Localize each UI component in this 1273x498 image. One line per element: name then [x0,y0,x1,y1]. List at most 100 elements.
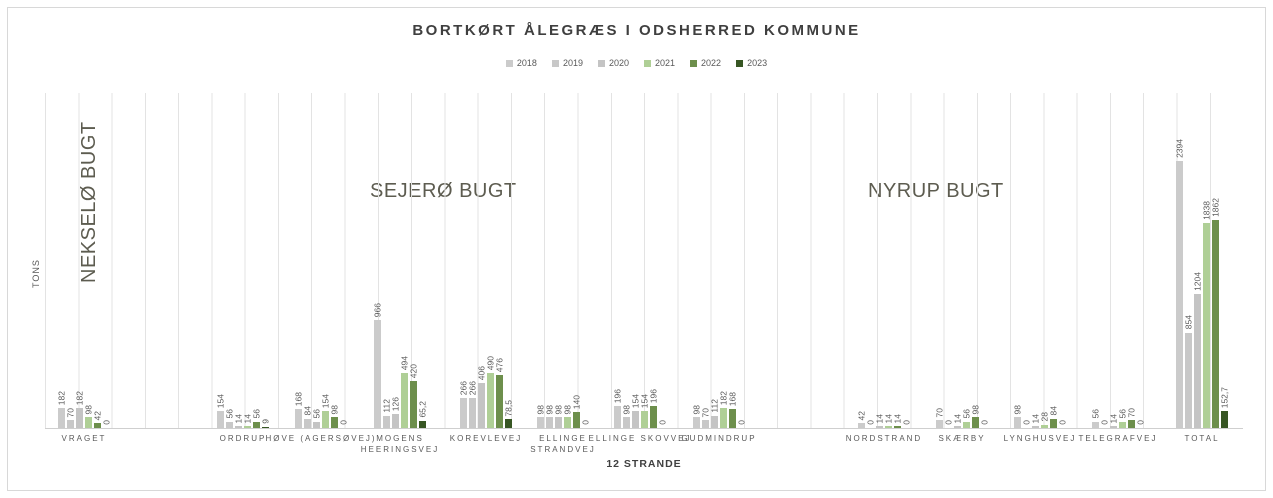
legend-label: 2018 [516,58,537,68]
bar-value-label-korevlevej-2019: 266 [467,381,477,396]
bar-group-ordrup: 154 56 14 14 56 9 [215,93,270,428]
bar-value-label-ordrup-2023: 9 [260,419,270,424]
category-label-mogens-heeringsvej: MOGENS HEERINGSVEJ [360,434,440,454]
bar-korevlevej-2023 [505,419,512,428]
bar-lynghusvej-2022 [1050,418,1057,428]
bar-lynghusvej-2018 [1014,417,1021,428]
bar-ellinge-skovvej-2021 [641,410,648,428]
bar-value-label-ellinge-skovvej-2018: 196 [612,388,622,404]
bar-value-label-mogens-heeringsvej-2022: 420 [408,363,418,379]
bar-value-label-sk-rby-2022: 98 [970,404,980,415]
legend-item-2020: 2020 [597,58,629,68]
bar-vraget-2021 [85,417,92,428]
bar-korevlevej-2019 [469,398,476,428]
category-label-telegrafvej: TELEGRAFVEJ [1078,434,1158,443]
bar-group-vraget: 182 70 182 98 42 0 [56,93,111,428]
legend-item-2019: 2019 [551,58,583,68]
legend-swatch-2023 [736,59,744,67]
bar-ellinge-skovvej-2018 [614,406,621,428]
bar-value-label-ellinge-strandvej-2022: 140 [571,395,581,410]
bar-nordstrand-2020 [876,426,883,428]
bar-mogens-heeringsvej-2021 [401,372,408,428]
bar-value-label-lynghusvej-2023: 0 [1057,420,1067,425]
bar-value-label-total-2022: 1862 [1210,198,1220,218]
bar-sk-rby-2018 [936,420,943,428]
bar-telegrafvej-2021 [1119,421,1126,428]
bar-korevlevej-2021 [487,373,494,428]
bar-gudmindrup-2020 [711,415,718,428]
bar-h-ve-agers-vej-2021 [322,410,329,428]
bar-ellinge-strandvej-2019 [546,417,553,428]
bar-group-sk-rby: 70 0 14 56 98 0 [934,93,989,428]
bar-mogens-heeringsvej-2022 [410,381,417,428]
legend-label: 2020 [608,58,629,68]
bar-ordrup-2018 [217,410,224,428]
legend-item-2022: 2022 [690,58,721,68]
legend-swatch-2021 [644,59,651,67]
bar-h-ve-agers-vej-2018 [295,409,302,428]
bar-value-label-h-ve-agers-vej-2020: 56 [311,409,321,419]
bar-value-label-gudmindrup-2022: 168 [727,392,737,407]
category-label-vraget: VRAGET [61,434,107,443]
category-label-korevlevej: KOREVLEVEJ [449,434,523,443]
chart-legend: 2018 2019 2020 2021 2022 2023 [0,58,1273,68]
legend-item-2021: 2021 [644,58,675,68]
bar-value-label-vraget-2020: 182 [74,390,84,405]
bar-sk-rby-2022 [972,417,979,428]
bar-gudmindrup-2018 [693,417,700,428]
bar-value-label-mogens-heeringsvej-2018: 966 [372,302,382,318]
bar-telegrafvej-2020 [1110,426,1117,428]
bar-korevlevej-2022 [496,374,503,428]
chart-border-frame [7,7,1266,491]
legend-swatch-2018 [505,59,513,67]
bar-value-label-total-2023: 152,7 [1219,386,1229,408]
bar-ordrup-2021 [244,426,251,428]
bar-value-label-mogens-heeringsvej-2020: 126 [390,396,400,411]
category-label-gudmindrup: GUDMINDRUP [681,434,757,443]
legend-item-2023: 2023 [736,58,767,68]
category-label-ordrup: ORDRUP [219,434,267,443]
category-label-ellinge-strandvej: ELLINGE STRANDVEJ [530,434,596,454]
bar-telegrafvej-2022 [1128,420,1135,428]
bar-value-label-vraget-2018: 182 [56,390,66,405]
bar-ellinge-strandvej-2018 [537,417,544,428]
bar-value-label-sk-rby-2023: 0 [979,420,989,425]
bar-gudmindrup-2021 [720,407,727,428]
bar-value-label-total-2019: 854 [1183,315,1193,330]
bar-h-ve-agers-vej-2020 [313,421,320,428]
category-label-nordstrand: NORDSTRAND [845,434,923,443]
bar-total-2020 [1194,293,1201,428]
legend-swatch-2019 [551,59,559,67]
legend-label: 2022 [701,58,722,68]
bar-value-label-h-ve-agers-vej-2022: 98 [329,404,339,415]
bar-value-label-h-ve-agers-vej-2023: 0 [338,420,348,425]
bar-gudmindrup-2022 [729,409,736,428]
bar-mogens-heeringsvej-2018 [374,320,381,428]
bar-value-label-ordrup-2022: 56 [251,409,261,419]
bar-vraget-2018 [58,407,65,428]
bar-value-label-vraget-2023: 0 [101,420,111,425]
bar-value-label-ellinge-skovvej-2023: 0 [657,420,667,425]
bar-ellinge-skovvej-2019 [623,417,630,428]
bar-ellinge-strandvej-2020 [555,417,562,428]
bar-value-label-sk-rby-2018: 70 [934,407,944,418]
bar-group-h-ve-agers-vej: 168 84 56 154 98 0 [293,93,348,428]
bar-sk-rby-2021 [963,421,970,428]
bar-value-label-total-2020: 1204 [1192,271,1202,291]
bar-ordrup-2022 [253,421,260,428]
bar-gudmindrup-2019 [702,420,709,428]
legend-item-2018: 2018 [505,58,537,68]
bar-lynghusvej-2020 [1032,426,1039,428]
bar-total-2023 [1221,410,1228,428]
legend-swatch-2020 [597,59,605,67]
bar-nordstrand-2018 [858,423,865,428]
bar-total-2021 [1203,222,1210,428]
bar-group-telegrafvej: 56 0 14 56 70 0 [1090,93,1145,428]
bar-group-ellinge-skovvej: 196 98 154 154 196 0 [612,93,667,428]
bar-value-label-ordrup-2018: 154 [215,393,225,408]
bar-value-label-telegrafvej-2018: 56 [1090,409,1100,419]
bar-group-gudmindrup: 98 70 112 182 168 0 [691,93,746,428]
bar-vraget-2020 [76,407,83,428]
bar-ordrup-2023 [262,427,269,428]
category-label-sk-rby: SKÆRBY [938,434,986,443]
